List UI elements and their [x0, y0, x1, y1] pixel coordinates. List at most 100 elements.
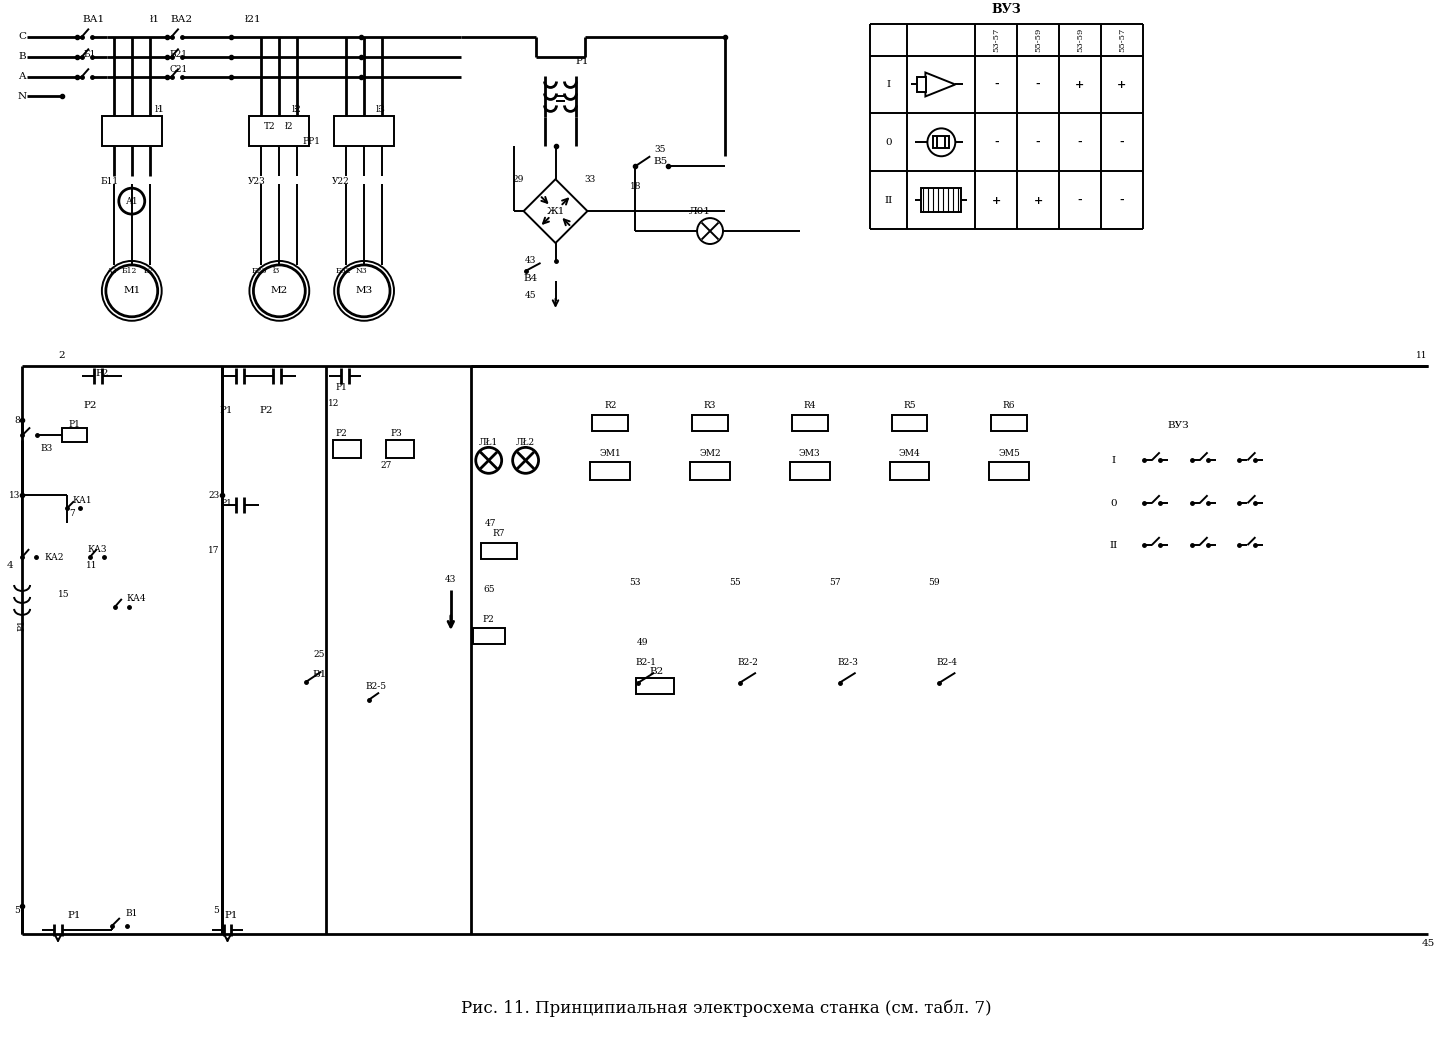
Text: Р1: Р1	[221, 499, 232, 508]
Bar	[473, 628, 505, 643]
Bar	[250, 117, 309, 147]
Text: Рис. 11. Принципиальная электросхема станка (см. табл. 7): Рис. 11. Принципиальная электросхема ста…	[460, 1000, 992, 1017]
Text: М2: М2	[270, 286, 287, 296]
Text: Б12: Б12	[121, 266, 136, 275]
Text: ВА1: ВА1	[83, 16, 105, 24]
Text: ł2: ł2	[285, 122, 293, 131]
Bar	[481, 543, 517, 559]
Bar	[934, 136, 950, 148]
Circle shape	[697, 218, 723, 244]
Text: +: +	[1117, 79, 1127, 90]
Text: 5: 5	[15, 907, 20, 915]
Text: Р1: Р1	[225, 912, 238, 920]
Text: ВА2: ВА2	[170, 16, 193, 24]
Text: 0: 0	[1111, 499, 1117, 508]
Text: +: +	[1034, 195, 1043, 206]
Text: -: -	[1035, 79, 1041, 90]
Text: 59: 59	[929, 579, 941, 587]
Text: 25: 25	[314, 651, 325, 659]
Text: -: -	[1119, 195, 1124, 206]
Text: Р1: Р1	[67, 912, 81, 920]
Text: Р2: Р2	[83, 401, 97, 410]
Text: 43: 43	[446, 576, 456, 584]
Text: 17: 17	[208, 545, 219, 555]
Circle shape	[102, 261, 161, 321]
Text: ЭМ5: ЭМ5	[998, 449, 1021, 458]
Text: В2-4: В2-4	[937, 658, 958, 667]
Bar	[989, 462, 1029, 480]
Text: I: I	[887, 80, 890, 88]
Text: В2-5: В2-5	[366, 682, 386, 691]
Text: -: -	[1035, 136, 1041, 148]
Text: 53: 53	[630, 579, 640, 587]
Bar	[102, 117, 161, 147]
Bar	[591, 462, 630, 480]
Text: В2-2: В2-2	[738, 658, 758, 667]
Text: КА2: КА2	[44, 553, 64, 561]
Circle shape	[334, 261, 393, 321]
Text: В4: В4	[524, 275, 537, 283]
Text: КА1: КА1	[73, 496, 91, 505]
Text: ВУЗ: ВУЗ	[1167, 421, 1189, 430]
Text: R3: R3	[704, 401, 716, 410]
Circle shape	[254, 265, 305, 316]
Text: 43: 43	[526, 256, 536, 265]
Text: 55-59: 55-59	[1034, 27, 1043, 52]
Bar	[922, 188, 961, 212]
Text: Р1: Р1	[219, 406, 234, 415]
Text: Р2: Р2	[260, 406, 273, 415]
Circle shape	[250, 261, 309, 321]
Bar	[592, 415, 629, 431]
Text: A: A	[19, 72, 26, 81]
Text: -: -	[1077, 136, 1082, 148]
Text: 2: 2	[58, 351, 65, 360]
Text: В1: В1	[312, 670, 327, 679]
Bar	[62, 429, 87, 442]
Text: +: +	[992, 195, 1000, 206]
Text: КА4: КА4	[126, 594, 147, 604]
Text: Б21: Б21	[170, 50, 187, 59]
Text: 7: 7	[70, 509, 76, 517]
Text: 13: 13	[9, 490, 20, 500]
Text: 35: 35	[655, 145, 666, 154]
Circle shape	[338, 265, 391, 316]
Text: ŀ3: ŀ3	[376, 105, 386, 113]
Text: 33: 33	[585, 175, 595, 183]
Bar	[636, 678, 674, 693]
Text: 47: 47	[485, 518, 497, 528]
Text: В2: В2	[649, 667, 664, 677]
Text: R5: R5	[903, 401, 916, 410]
Text: РР1: РР1	[302, 136, 321, 146]
Text: В2-1: В2-1	[636, 658, 656, 667]
Text: B: B	[19, 52, 26, 61]
Text: ЛŁ2: ЛŁ2	[515, 438, 536, 447]
Text: 15: 15	[58, 590, 70, 600]
Text: 5: 5	[213, 907, 219, 915]
Circle shape	[476, 448, 502, 474]
Text: А2: А2	[106, 266, 118, 275]
Text: 12: 12	[328, 399, 338, 408]
Bar	[690, 462, 730, 480]
Text: В1: В1	[125, 910, 138, 918]
Text: 0: 0	[886, 137, 892, 147]
Text: В2-3: В2-3	[838, 658, 858, 667]
Text: Р1: Р1	[17, 619, 26, 631]
Text: Ń3: Ń3	[356, 266, 367, 275]
Text: 49: 49	[636, 638, 648, 648]
Text: N: N	[17, 92, 26, 101]
Text: R4: R4	[803, 401, 816, 410]
Text: ЭМ4: ЭМ4	[899, 449, 921, 458]
Text: Л01: Л01	[690, 206, 711, 215]
Circle shape	[513, 448, 539, 474]
Text: 57: 57	[829, 579, 841, 587]
Text: Р2: Р2	[96, 370, 109, 378]
Text: 53-57: 53-57	[992, 27, 1000, 52]
Text: 65: 65	[484, 585, 495, 594]
Circle shape	[119, 188, 145, 214]
Text: R2: R2	[604, 401, 617, 410]
Text: ŀ1: ŀ1	[155, 105, 164, 113]
Text: ЭМ1: ЭМ1	[600, 449, 621, 458]
Text: +: +	[1076, 79, 1085, 90]
Text: 23: 23	[208, 490, 219, 500]
Text: ł21: ł21	[245, 16, 261, 24]
